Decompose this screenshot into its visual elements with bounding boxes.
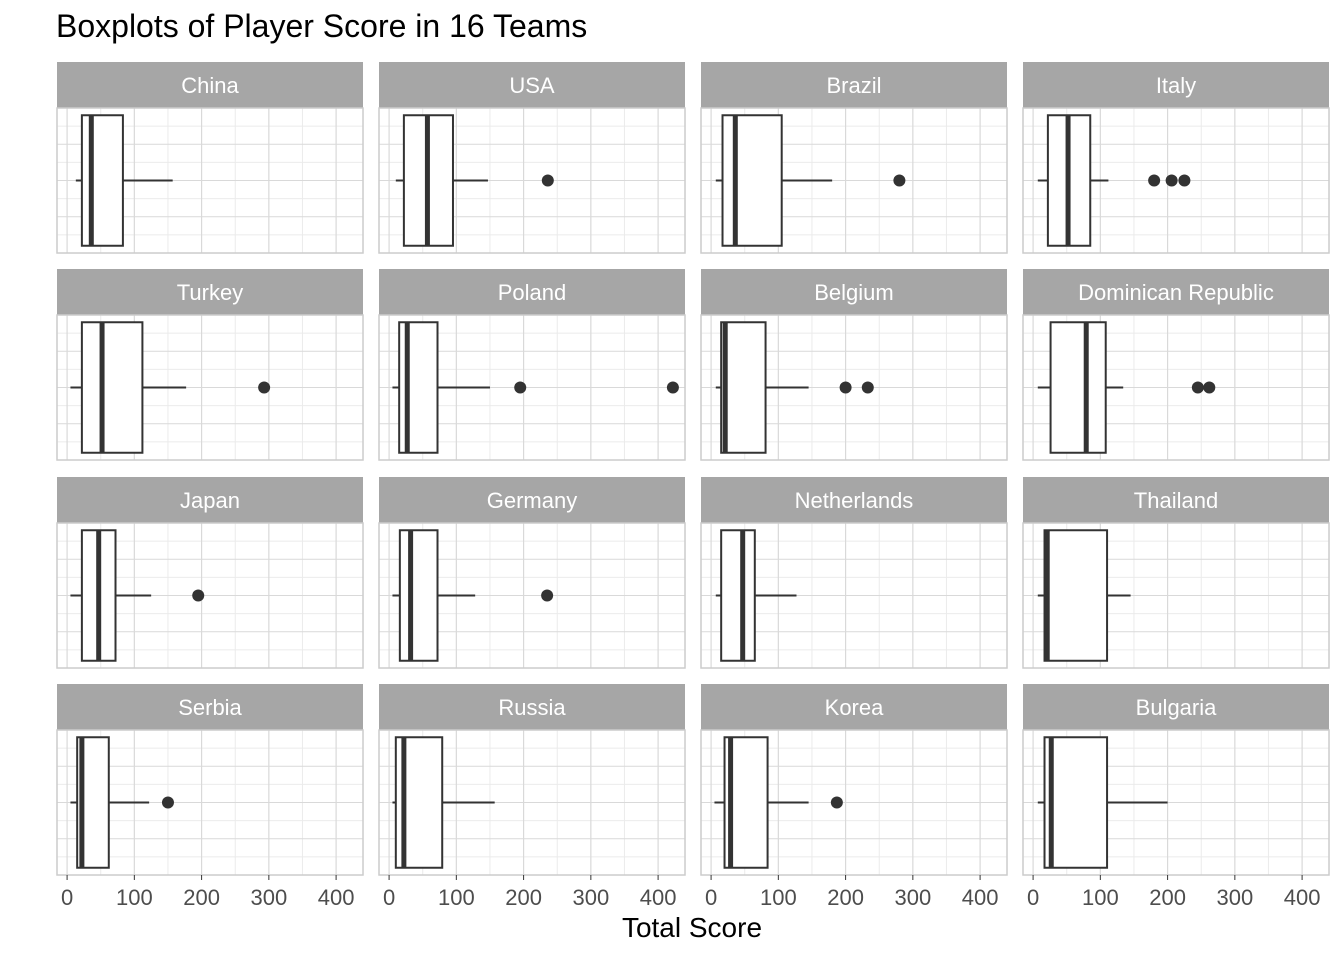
facet-label-korea: Korea	[825, 695, 884, 720]
x-tick-label: 100	[760, 885, 797, 910]
x-tick-label: 0	[705, 885, 717, 910]
facet-strip-turkey	[57, 269, 363, 315]
x-tick-label: 400	[318, 885, 355, 910]
outlier-point-serbia	[161, 796, 174, 809]
box-netherlands	[720, 529, 756, 662]
outlier-point-belgium	[839, 381, 852, 394]
outlier-point-usa	[541, 174, 554, 187]
x-axis-title: Total Score	[621, 912, 763, 943]
facet-label-japan: Japan	[180, 488, 240, 513]
box-turkey	[80, 321, 144, 454]
x-tick-label: 300	[894, 885, 931, 910]
outlier-point-poland	[514, 381, 527, 394]
x-tick-label: 200	[183, 885, 220, 910]
outlier-point-turkey	[258, 381, 271, 394]
panel-border-netherlands	[700, 522, 1008, 669]
box-brazil	[721, 114, 783, 247]
panel-border-japan	[56, 522, 364, 669]
x-tick-label: 300	[250, 885, 287, 910]
panel-border-brazil	[700, 107, 1008, 254]
x-tick-label: 200	[505, 885, 542, 910]
facet-strip-thailand	[1023, 477, 1329, 523]
facet-strip-brazil	[701, 62, 1007, 108]
outlier-point-italy	[1165, 174, 1178, 187]
box-bulgaria	[1043, 736, 1109, 869]
outlier-point-dominican-republic	[1191, 381, 1204, 394]
facet-strip-usa	[379, 62, 685, 108]
panel-border-serbia	[56, 729, 364, 876]
x-tick-label: 200	[1149, 885, 1186, 910]
panel-border-poland	[378, 314, 686, 461]
facet-label-china: China	[181, 73, 239, 98]
facet-label-russia: Russia	[498, 695, 566, 720]
facet-label-dominican-republic: Dominican Republic	[1078, 280, 1274, 305]
panel-border-bulgaria	[1022, 729, 1330, 876]
facet-label-brazil: Brazil	[826, 73, 881, 98]
chart-title: Boxplots of Player Score in 16 Teams	[56, 8, 588, 44]
panel-border-korea	[700, 729, 1008, 876]
outlier-point-brazil	[893, 174, 906, 187]
outlier-point-dominican-republic	[1203, 381, 1216, 394]
facet-label-italy: Italy	[1156, 73, 1196, 98]
x-tick-label: 400	[962, 885, 999, 910]
facet-label-thailand: Thailand	[1134, 488, 1218, 513]
facet-strip-japan	[57, 477, 363, 523]
panel-border-belgium	[700, 314, 1008, 461]
facet-strip-germany	[379, 477, 685, 523]
panel-border-thailand	[1022, 522, 1330, 669]
panel-border-turkey	[56, 314, 364, 461]
facet-strip-china	[57, 62, 363, 108]
x-tick-label: 0	[61, 885, 73, 910]
outlier-point-germany	[541, 589, 554, 602]
facet-label-germany: Germany	[487, 488, 577, 513]
panel-border-china	[56, 107, 364, 254]
panel-border-germany	[378, 522, 686, 669]
facet-strip-dominican-republic	[1023, 269, 1329, 315]
x-tick-label: 0	[1027, 885, 1039, 910]
panel-border-dominican-republic	[1022, 314, 1330, 461]
facet-strip-netherlands	[701, 477, 1007, 523]
facet-label-serbia: Serbia	[178, 695, 242, 720]
outlier-point-poland	[666, 381, 679, 394]
outlier-point-japan	[192, 589, 205, 602]
x-tick-label: 300	[572, 885, 609, 910]
facet-label-belgium: Belgium	[814, 280, 893, 305]
x-tick-label: 200	[827, 885, 864, 910]
x-tick-label: 100	[116, 885, 153, 910]
outlier-point-italy	[1178, 174, 1191, 187]
facet-label-poland: Poland	[498, 280, 567, 305]
facet-strip-korea	[701, 684, 1007, 730]
facet-strip-serbia	[57, 684, 363, 730]
panel-border-russia	[378, 729, 686, 876]
facet-strip-russia	[379, 684, 685, 730]
x-tick-label: 100	[438, 885, 475, 910]
facet-label-turkey: Turkey	[177, 280, 243, 305]
x-tick-label: 100	[1082, 885, 1119, 910]
panel-border-usa	[378, 107, 686, 254]
facet-label-bulgaria: Bulgaria	[1136, 695, 1217, 720]
facet-label-netherlands: Netherlands	[795, 488, 914, 513]
outlier-point-korea	[830, 796, 843, 809]
facet-strip-belgium	[701, 269, 1007, 315]
x-tick-label: 400	[1284, 885, 1321, 910]
facet-strip-italy	[1023, 62, 1329, 108]
outlier-point-italy	[1148, 174, 1161, 187]
box-germany	[398, 529, 439, 662]
box-china	[80, 114, 124, 247]
x-tick-label: 0	[383, 885, 395, 910]
facet-strip-poland	[379, 269, 685, 315]
facet-strip-bulgaria	[1023, 684, 1329, 730]
box-thailand	[1043, 529, 1109, 662]
panel-border-italy	[1022, 107, 1330, 254]
facet-label-usa: USA	[509, 73, 555, 98]
x-tick-label: 400	[640, 885, 677, 910]
outlier-point-belgium	[861, 381, 874, 394]
x-tick-label: 300	[1216, 885, 1253, 910]
box-belgium	[720, 321, 767, 454]
box-dominican-republic	[1049, 321, 1107, 454]
